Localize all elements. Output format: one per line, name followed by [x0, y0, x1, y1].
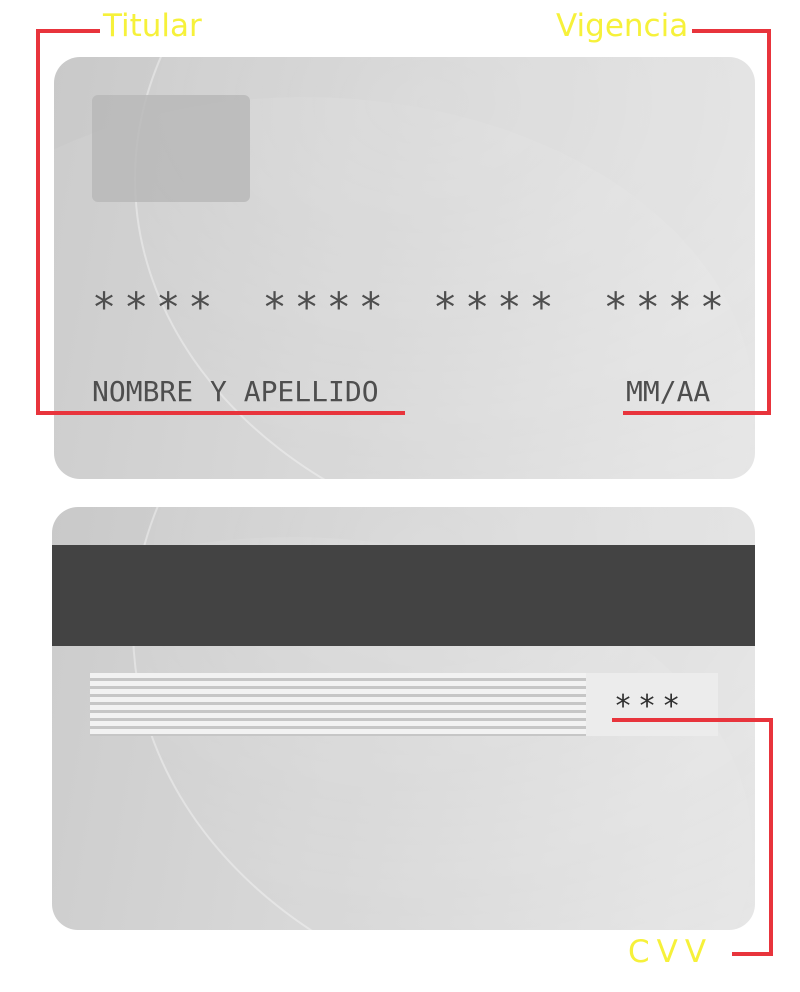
cvv-box: *** — [586, 673, 718, 736]
card-chip-icon — [92, 95, 250, 202]
expiry-date: MM/AA — [626, 375, 711, 408]
card-number: **** **** **** **** — [92, 285, 732, 331]
card-number-group-3: **** — [433, 285, 562, 331]
holder-name: NOMBRE Y APELLIDO — [92, 375, 379, 408]
card-number-group-4: **** — [603, 285, 732, 331]
cvv-value: *** — [614, 689, 687, 724]
titular-label: Titular — [103, 8, 202, 44]
card-back: *** — [52, 507, 755, 930]
card-number-group-1: **** — [92, 285, 221, 331]
cvv-label: CVV — [628, 934, 714, 970]
card-front: **** **** **** **** NOMBRE Y APELLIDO MM… — [54, 57, 755, 479]
signature-strip — [90, 673, 586, 736]
magnetic-stripe-icon — [52, 545, 755, 646]
vigencia-label: Vigencia — [556, 8, 689, 44]
card-number-group-2: **** — [262, 285, 391, 331]
